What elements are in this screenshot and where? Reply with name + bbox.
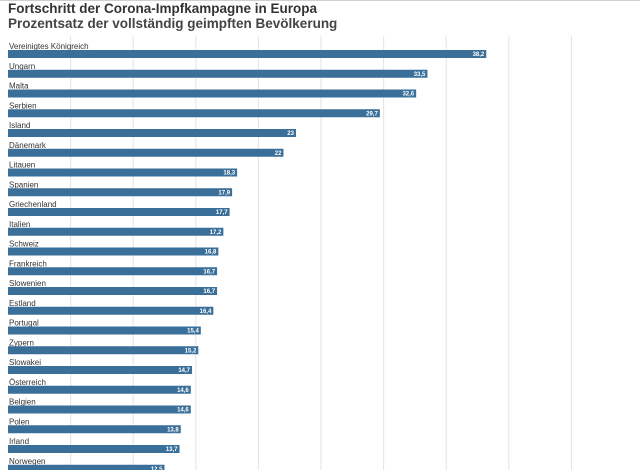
bar-row: Zypern 15,2 bbox=[8, 338, 199, 355]
value-label: 16,7 bbox=[203, 289, 215, 295]
bar-row: Litauen 18,3 bbox=[8, 161, 238, 177]
bar bbox=[8, 168, 238, 177]
value-label: 15,4 bbox=[187, 329, 199, 335]
bars: Vereinigtes Königreich 38,2 Ungarn 33,5 Malt… bbox=[8, 42, 487, 470]
bar-row: Belgien 14,6 bbox=[8, 398, 191, 414]
category-label: Belgien bbox=[9, 398, 36, 407]
bar-row: Slowakei 14,7 bbox=[8, 358, 193, 374]
category-label: Malta bbox=[9, 82, 29, 91]
category-label: Österreich bbox=[9, 378, 46, 387]
category-label: Norwegen bbox=[9, 457, 45, 466]
gridlines bbox=[70, 36, 572, 470]
bar bbox=[8, 188, 233, 197]
bar bbox=[8, 464, 165, 470]
bar bbox=[8, 109, 380, 118]
bar-row: Dänemark 22 bbox=[8, 141, 284, 157]
bar-row: Irland 13,7 bbox=[8, 437, 180, 453]
bar-row: Ungarn 33,5 bbox=[8, 62, 428, 78]
bar bbox=[8, 227, 224, 236]
category-label: Dänemark bbox=[9, 141, 47, 150]
value-label: 23 bbox=[287, 131, 294, 137]
bar-row: Griechenland 17,7 bbox=[8, 200, 230, 216]
bar bbox=[8, 89, 417, 98]
bar bbox=[8, 326, 201, 335]
bar-chart: Vereinigtes Königreich 38,2 Ungarn 33,5 Malt… bbox=[8, 36, 572, 470]
category-label: Litauen bbox=[9, 161, 35, 170]
value-label: 16,8 bbox=[205, 250, 217, 256]
category-label: Griechenland bbox=[9, 200, 57, 209]
bar-row: Portugal 15,4 bbox=[8, 319, 201, 335]
bar-row: Österreich 14,6 bbox=[8, 378, 191, 394]
category-label: Island bbox=[9, 121, 30, 130]
chart-title: Fortschritt der Corona-Impfkampagne in E… bbox=[8, 1, 318, 16]
value-label: 33,5 bbox=[414, 72, 426, 78]
bar-row: Estland 16,4 bbox=[8, 299, 214, 315]
value-label: 14,7 bbox=[178, 368, 190, 374]
value-label: 22 bbox=[275, 151, 282, 157]
category-label: Vereinigtes Königreich bbox=[9, 42, 89, 51]
value-label: 16,4 bbox=[200, 309, 212, 315]
value-label: 14,6 bbox=[177, 408, 189, 414]
value-label: 12,5 bbox=[151, 467, 163, 470]
category-label: Estland bbox=[9, 299, 36, 308]
bar bbox=[8, 148, 284, 157]
value-label: 13,8 bbox=[167, 427, 179, 433]
bar bbox=[8, 445, 180, 453]
value-label: 16,7 bbox=[203, 269, 215, 275]
category-label: Schweiz bbox=[9, 240, 39, 249]
bar bbox=[8, 247, 219, 256]
bar-row: Spanien 17,9 bbox=[8, 180, 233, 197]
bar-row: Malta 32,6 bbox=[8, 82, 417, 98]
bar bbox=[8, 346, 199, 355]
category-label: Irland bbox=[9, 437, 29, 446]
value-label: 32,6 bbox=[402, 92, 414, 98]
bar bbox=[8, 405, 191, 414]
bar-row: Serbien 29,7 bbox=[8, 101, 380, 117]
bar bbox=[8, 129, 296, 137]
value-label: 14,6 bbox=[177, 388, 189, 394]
bar bbox=[8, 425, 181, 434]
bar-row: Slowenien 16,7 bbox=[8, 279, 218, 295]
bar bbox=[8, 287, 218, 295]
bar-row: Frankreich 16,7 bbox=[8, 259, 218, 276]
value-label: 17,9 bbox=[218, 190, 230, 196]
value-label: 17,2 bbox=[210, 230, 222, 236]
bar bbox=[8, 385, 191, 394]
bar bbox=[8, 267, 218, 276]
value-label: 13,7 bbox=[166, 447, 178, 453]
category-label: Slowenien bbox=[9, 279, 46, 288]
bar-row: Italien 17,2 bbox=[8, 220, 224, 236]
top-divider bbox=[0, 0, 640, 1]
bar-row: Polen 13,8 bbox=[8, 417, 181, 433]
bar bbox=[8, 208, 230, 216]
category-label: Zypern bbox=[9, 338, 34, 347]
bar-row: Schweiz 16,8 bbox=[8, 240, 219, 256]
value-label: 15,2 bbox=[185, 348, 197, 354]
bar-row: Island 23 bbox=[8, 121, 296, 137]
value-label: 18,3 bbox=[223, 171, 235, 177]
category-label: Spanien bbox=[9, 180, 38, 189]
bar-row: Vereinigtes Königreich 38,2 bbox=[8, 42, 487, 58]
value-label: 29,7 bbox=[366, 111, 378, 117]
bar bbox=[8, 366, 193, 374]
category-label: Ungarn bbox=[9, 62, 35, 71]
category-label: Serbien bbox=[9, 101, 37, 110]
value-label: 17,7 bbox=[216, 210, 228, 216]
category-label: Portugal bbox=[9, 319, 39, 328]
category-label: Polen bbox=[9, 417, 29, 426]
bar-row: Norwegen 12,5 bbox=[8, 457, 165, 470]
category-label: Italien bbox=[9, 220, 30, 229]
chart-subtitle: Prozentsatz der vollständig geimpften Be… bbox=[8, 16, 338, 31]
value-label: 38,2 bbox=[473, 52, 485, 58]
category-label: Frankreich bbox=[9, 259, 47, 268]
bar bbox=[8, 69, 428, 78]
bar bbox=[8, 50, 487, 58]
category-label: Slowakei bbox=[9, 358, 41, 367]
bar bbox=[8, 306, 214, 315]
